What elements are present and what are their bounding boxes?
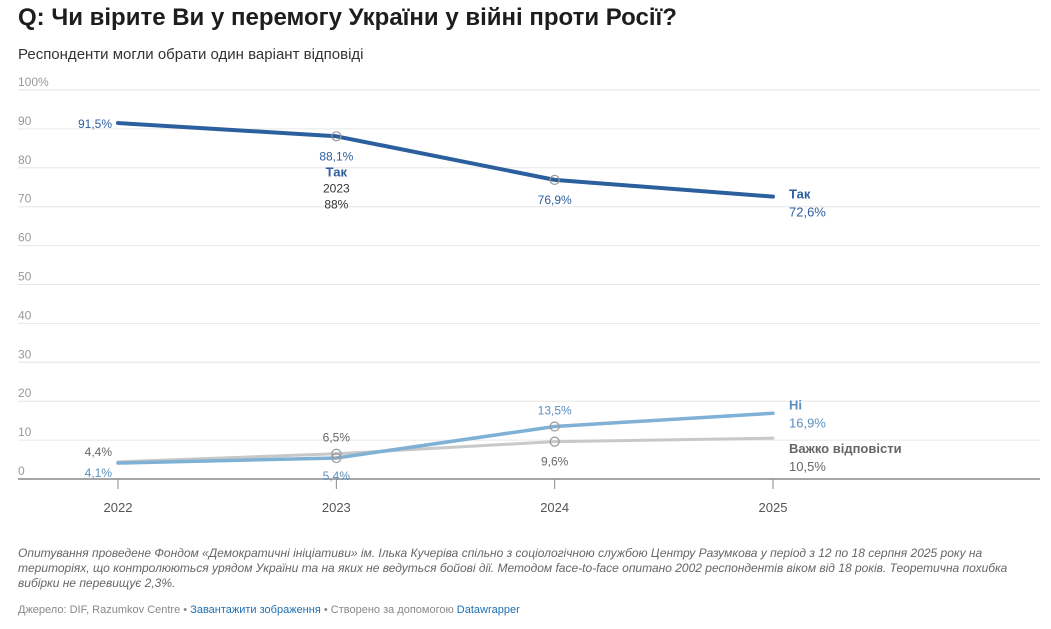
series-value-ni: 16,9% bbox=[789, 415, 826, 430]
hover-marker bbox=[331, 448, 342, 459]
x-tick-label: 2022 bbox=[104, 500, 133, 515]
data-label: 5,4% bbox=[323, 469, 351, 483]
data-label: 13,5% bbox=[538, 403, 572, 417]
tooltip-value: 88% bbox=[324, 197, 348, 211]
x-tick-label: 2024 bbox=[540, 500, 569, 515]
y-tick-label: 100% bbox=[18, 75, 49, 89]
hover-marker bbox=[331, 452, 342, 464]
y-tick-label: 30 bbox=[18, 347, 32, 361]
y-tick-label: 80 bbox=[18, 153, 32, 167]
series-line-tak bbox=[116, 121, 775, 199]
data-label: 4,1% bbox=[85, 466, 113, 480]
chart-title: Q: Чи вірите Ви у перемогу України у вій… bbox=[18, 4, 677, 31]
tooltip-year: 2023 bbox=[323, 181, 350, 195]
data-label: 6,5% bbox=[323, 431, 351, 445]
line-chart[interactable]: 0 10 20 30 40 50 60 70 80 90 100% 2022 2023 2024 2025 9… bbox=[0, 0, 1051, 540]
download-image-link[interactable]: Завантажити зображення bbox=[190, 604, 321, 616]
y-tick-label: 90 bbox=[18, 114, 32, 128]
series-value-tak: 72,6% bbox=[789, 205, 826, 220]
y-tick-label: 50 bbox=[18, 270, 32, 284]
y-tick-label: 40 bbox=[18, 308, 32, 322]
data-label: 76,9% bbox=[538, 193, 572, 207]
created-with-text: • Створено за допомогою bbox=[320, 604, 457, 616]
datawrapper-link[interactable]: Datawrapper bbox=[456, 604, 520, 616]
hover-marker bbox=[549, 436, 560, 447]
data-label: 4,4% bbox=[85, 445, 113, 459]
y-tick-label: 70 bbox=[18, 192, 32, 206]
chart-subtitle: Респонденти могли обрати один варіант ві… bbox=[18, 46, 364, 63]
series-label-ni: Ні bbox=[789, 397, 802, 412]
series-line-vazhko bbox=[116, 436, 775, 464]
data-label: 9,6% bbox=[541, 455, 569, 469]
hover-marker bbox=[549, 421, 560, 432]
y-tick-label: 0 bbox=[18, 464, 25, 478]
y-tick-label: 60 bbox=[18, 231, 32, 245]
data-label: 91,5% bbox=[78, 117, 112, 131]
tooltip-series: Так bbox=[326, 164, 348, 179]
series-line-ni bbox=[116, 411, 775, 465]
series-label-vazhko: Важко відповісти bbox=[789, 441, 902, 456]
y-tick-label: 20 bbox=[18, 386, 32, 400]
x-tick-label: 2025 bbox=[759, 500, 788, 515]
separator: • bbox=[180, 604, 191, 616]
hover-marker bbox=[549, 174, 560, 185]
source-line: Джерело: DIF, Razumkov Centre • Завантаж… bbox=[18, 604, 520, 616]
y-tick-label: 10 bbox=[18, 425, 32, 439]
hover-marker bbox=[331, 131, 342, 142]
chart-notes: Опитування проведене Фондом «Демократичн… bbox=[18, 546, 1008, 590]
series-label-tak: Так bbox=[789, 187, 811, 202]
source-text: Джерело: DIF, Razumkov Centre bbox=[18, 604, 181, 616]
data-label: 88,1% bbox=[319, 149, 353, 163]
x-tick-label: 2023 bbox=[322, 500, 351, 515]
series-value-vazhko: 10,5% bbox=[789, 459, 826, 474]
